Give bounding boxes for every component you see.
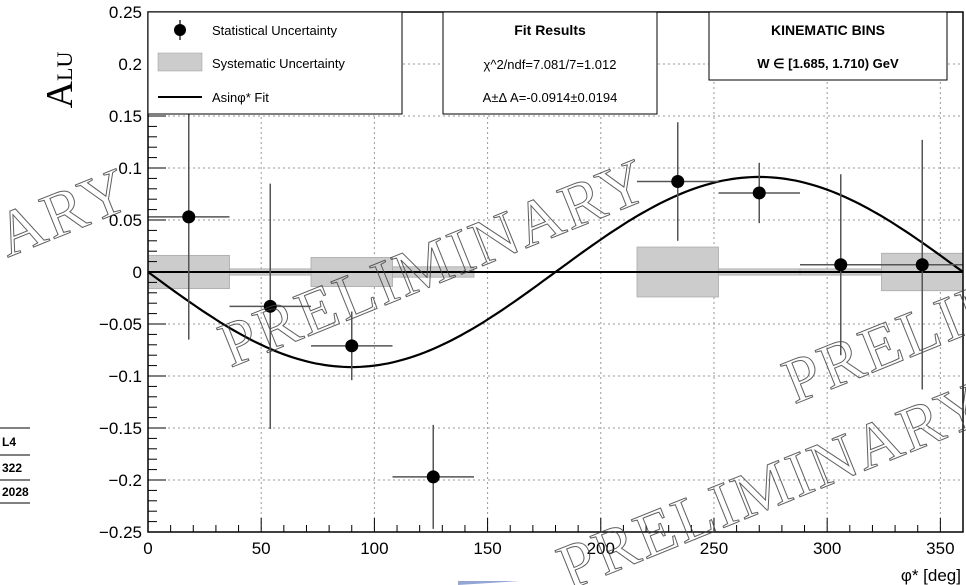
x-tick-label: 300 <box>813 539 841 558</box>
y-tick-label: 0.15 <box>109 107 142 126</box>
stat-point-marker <box>426 470 440 484</box>
stat-point-marker <box>834 258 848 272</box>
y-axis-title-sub: LU <box>52 51 77 80</box>
y-tick-label: 0.2 <box>118 55 142 74</box>
y-tick-label: 0 <box>133 263 142 282</box>
fit-results-title: Fit Results <box>514 22 586 38</box>
x-tick-label: 50 <box>252 539 271 558</box>
watermark-ary: ARY <box>0 153 140 270</box>
side-labels: L4 322 2028 <box>0 427 30 504</box>
stat-point <box>392 424 474 529</box>
stat-point-marker <box>182 210 196 224</box>
y-tick-label: −0.05 <box>99 315 142 334</box>
legend-stat-label: Statistical Uncertainty <box>212 23 337 38</box>
side-label-1: L4 <box>2 435 16 449</box>
x-tick-label: 350 <box>926 539 954 558</box>
statistical-points <box>148 94 963 529</box>
y-axis-title: ALU <box>39 51 81 108</box>
stat-point <box>148 94 230 340</box>
y-tick-label: −0.2 <box>108 471 142 490</box>
watermark-preliminary-2: PRELIMINARY <box>548 367 966 585</box>
x-tick-label: 0 <box>143 539 152 558</box>
stat-point <box>881 139 963 390</box>
stat-point <box>311 311 393 381</box>
legend: Statistical Uncertainty Systematic Uncer… <box>147 11 403 115</box>
x-tick-label: 200 <box>587 539 615 558</box>
kinematic-bins-range: W ∈ [1.685, 1.710) GeV <box>757 56 899 71</box>
y-tick-label: 0.1 <box>118 159 142 178</box>
y-tick-label: −0.25 <box>99 523 142 542</box>
kinematic-bins-title: KINEMATIC BINS <box>771 22 885 38</box>
y-tick-labels: 0.25 0.2 0.15 0.1 0.05 0 −0.05 −0.1 −0.15 −0.2 −0.… <box>99 3 142 542</box>
side-label-3: 2028 <box>2 485 29 499</box>
kinematic-bins-box: KINEMATIC BINS W ∈ [1.685, 1.710) GeV <box>708 11 948 81</box>
y-tick-label: 0.05 <box>109 211 142 230</box>
x-axis-title: φ* [deg] <box>901 566 961 585</box>
stat-point-marker <box>345 339 359 353</box>
y-tick-label: −0.15 <box>99 419 142 438</box>
stat-point <box>718 162 800 224</box>
legend-fit-label: Asinφ* Fit <box>212 90 269 105</box>
legend-syst-swatch <box>157 52 203 72</box>
x-tick-label: 250 <box>700 539 728 558</box>
y-tick-label: 0.25 <box>109 3 142 22</box>
x-tick-label: 150 <box>473 539 501 558</box>
legend-syst-label: Systematic Uncertainty <box>212 56 345 71</box>
fit-curve <box>147 175 964 369</box>
stat-point <box>229 183 311 430</box>
fit-results-box: Fit Results χ^2/ndf=7.081/7=1.012 A±Δ A=… <box>442 11 658 115</box>
watermarks: ARY PRELIMINARY PRELIMINARY PRELIMINAR <box>0 144 966 585</box>
x-tick-label: 100 <box>360 539 388 558</box>
fit-results-amplitude: A±Δ A=-0.0914±0.0194 <box>483 90 618 105</box>
y-axis-title-main: A <box>39 80 81 108</box>
stat-point-marker <box>263 299 277 313</box>
side-label-2: 322 <box>2 461 22 475</box>
stat-point-marker <box>915 258 929 272</box>
watermark-preliminary-1: PRELIMINARY <box>209 144 658 381</box>
stat-point <box>637 122 719 241</box>
x-tick-labels: 0 50 100 150 200 250 300 350 <box>143 539 954 558</box>
stat-point-marker <box>752 186 766 200</box>
fit-results-chi2: χ^2/ndf=7.081/7=1.012 <box>484 57 617 72</box>
y-tick-label: −0.1 <box>108 367 142 386</box>
decorative-shape <box>458 581 520 585</box>
stat-point <box>800 174 882 356</box>
stat-point-marker <box>671 175 685 189</box>
